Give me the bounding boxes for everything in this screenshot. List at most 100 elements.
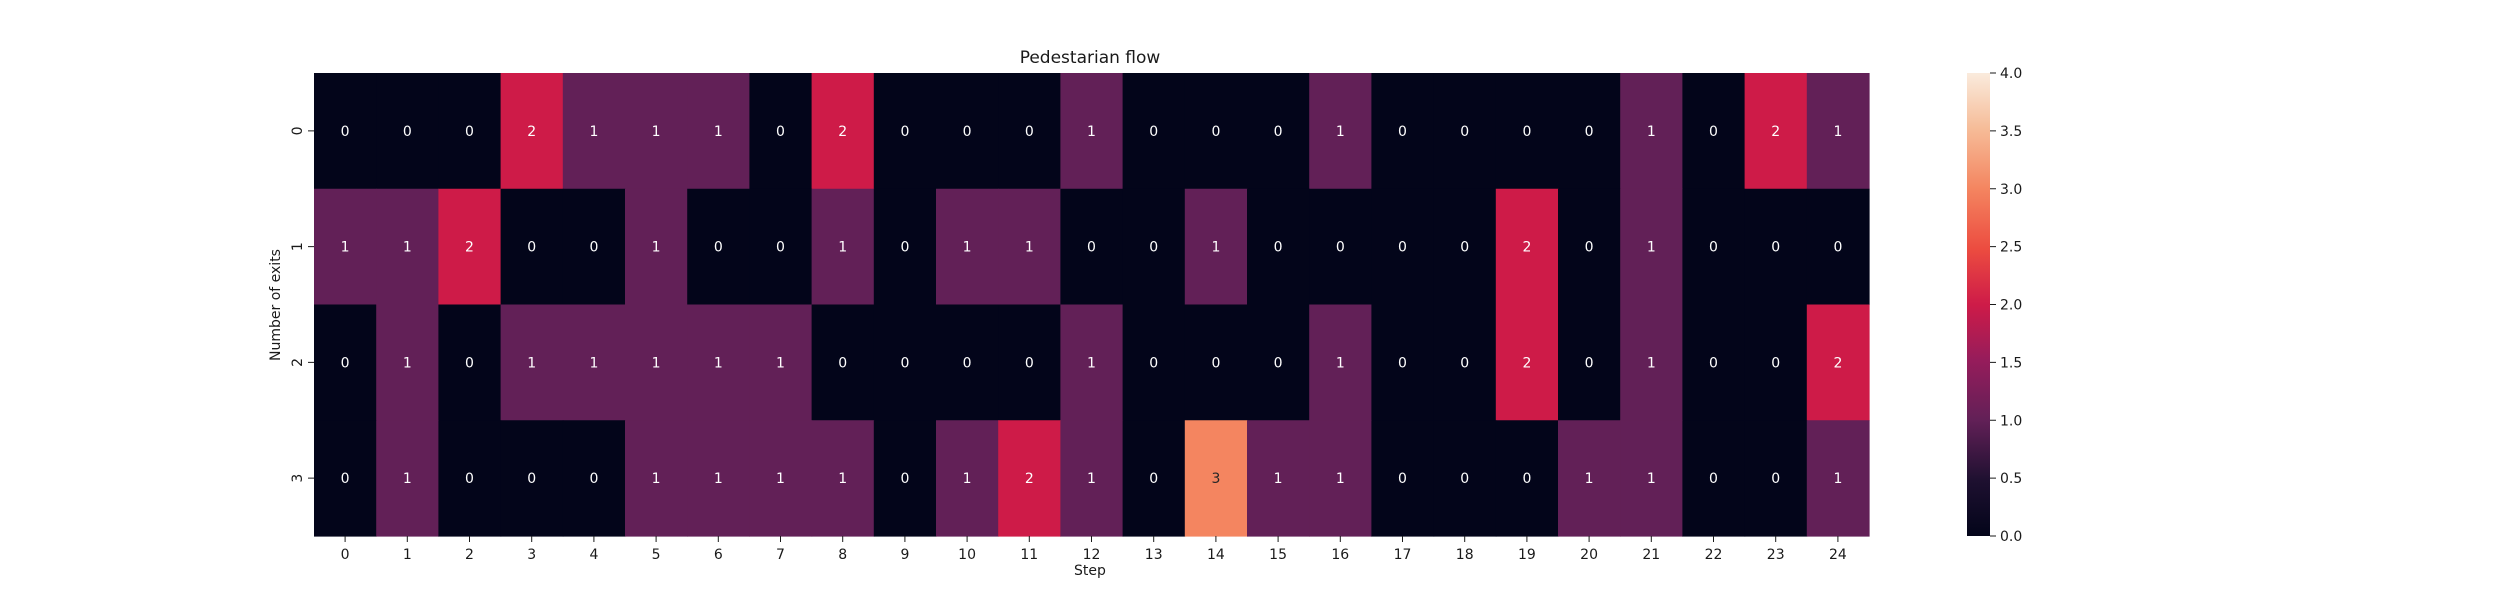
cell-value-label: 0: [1709, 240, 1718, 256]
cell-value-label: 1: [1833, 124, 1842, 140]
cell-value-label: 1: [963, 471, 972, 487]
cell-value-label: 1: [589, 124, 598, 140]
cell-value-label: 0: [1771, 471, 1780, 487]
heatmap-cell: [314, 304, 377, 421]
x-tick-label: 7: [776, 547, 785, 563]
x-tick-label: 16: [1331, 547, 1349, 563]
heatmap-cell: [936, 73, 999, 190]
cell-value-label: 1: [714, 355, 723, 371]
cell-value-label: 1: [1336, 355, 1345, 371]
heatmap-cell: [1620, 304, 1683, 421]
heatmap-cell: [1184, 304, 1248, 421]
heatmap-cell: [1247, 420, 1310, 537]
cell-value-label: 0: [963, 355, 972, 371]
cell-value-label: 0: [527, 471, 536, 487]
x-tick-label: 19: [1518, 547, 1536, 563]
cell-value-label: 1: [652, 240, 661, 256]
x-tick-label: 10: [958, 547, 976, 563]
cell-value-label: 0: [1398, 240, 1407, 256]
heatmap-cell: [1247, 304, 1310, 421]
cell-value-label: 1: [1274, 471, 1283, 487]
heatmap-cell: [1371, 420, 1435, 537]
heatmap-cell: [1558, 304, 1621, 421]
colorbar: 0.0 0.5 1.0 1.5 2.0 2.5 3.0 3.5 4.0: [1967, 66, 2022, 545]
colorbar-tick-label: 2.0: [2000, 298, 2022, 314]
cell-value-label: 1: [1833, 471, 1842, 487]
heatmap-cell: [749, 304, 813, 421]
heatmap-cell: [438, 73, 502, 190]
cell-value-label: 0: [1585, 124, 1594, 140]
heatmap-cell: [1620, 420, 1683, 537]
cell-value-label: 2: [1522, 240, 1531, 256]
heatmap-cell: [1433, 304, 1497, 421]
cell-value-label: 0: [900, 355, 909, 371]
heatmap-cell: [687, 188, 750, 306]
heatmap-cell: [1682, 188, 1746, 306]
cell-value-label: 0: [1149, 355, 1158, 371]
x-tick-label: 3: [527, 547, 536, 563]
cell-value-label: 1: [714, 124, 723, 140]
cell-value-label: 0: [1025, 355, 1034, 371]
heatmap-cell: [1122, 73, 1186, 190]
heatmap-cell: [1122, 188, 1186, 306]
y-axis-label: Number of exits: [268, 249, 284, 361]
cell-value-label: 1: [403, 240, 412, 256]
colorbar-tick-label: 3.0: [2000, 182, 2022, 198]
cell-value-label: 0: [1460, 240, 1469, 256]
cell-value-label: 0: [1149, 471, 1158, 487]
heatmap-cells: [314, 73, 1870, 537]
cell-value-label: 1: [1336, 124, 1345, 140]
y-tick-label: 0: [290, 126, 306, 135]
cell-value-label: 0: [838, 355, 847, 371]
heatmap-cell: [1495, 73, 1559, 190]
cell-value-label: 1: [403, 471, 412, 487]
heatmap-cell: [625, 73, 688, 190]
heatmap-cell: [873, 420, 937, 537]
cell-value-label: 0: [1522, 471, 1531, 487]
x-tick-label: 5: [652, 547, 661, 563]
heatmap-cell: [998, 188, 1061, 306]
cell-value-label: 0: [1771, 240, 1780, 256]
heatmap-cell: [562, 304, 626, 421]
heatmap-cell: [1558, 188, 1621, 306]
heatmap-cell: [500, 188, 564, 306]
cell-value-label: 1: [1087, 355, 1096, 371]
heatmap-cell: [1744, 188, 1808, 306]
heatmap-cell: [1620, 73, 1683, 190]
x-tick-label: 8: [838, 547, 847, 563]
cell-value-label: 2: [1771, 124, 1780, 140]
cell-value-label: 0: [1585, 355, 1594, 371]
cell-value-label: 1: [1647, 124, 1656, 140]
heatmap-cell: [1247, 188, 1310, 306]
cell-value-label: 0: [1211, 355, 1220, 371]
heatmap-cell: [1060, 188, 1124, 306]
cell-value-label: 0: [1585, 240, 1594, 256]
heatmap-cell: [1184, 420, 1248, 537]
cell-value-label: 0: [714, 240, 723, 256]
cell-value-label: 0: [1398, 471, 1407, 487]
cell-value-label: 0: [341, 124, 350, 140]
colorbar-tick-label: 1.5: [2000, 355, 2022, 371]
heatmap-cell: [998, 420, 1061, 537]
heatmap-cell: [625, 420, 688, 537]
heatmap-cell: [936, 420, 999, 537]
cell-value-label: 0: [776, 124, 785, 140]
heatmap-cell: [438, 304, 502, 421]
heatmap-cell: [873, 73, 937, 190]
cell-value-label: 2: [527, 124, 536, 140]
heatmap-cell: [1309, 420, 1372, 537]
cell-value-label: 1: [1585, 471, 1594, 487]
heatmap-cell: [1682, 304, 1746, 421]
heatmap-cell: [500, 304, 564, 421]
colorbar-tick-label: 2.5: [2000, 240, 2022, 256]
heatmap-cell: [749, 188, 813, 306]
cell-value-label: 0: [1149, 124, 1158, 140]
heatmap-cell: [998, 73, 1061, 190]
heatmap-cell: [1495, 188, 1559, 306]
cell-value-label: 0: [1274, 355, 1283, 371]
cell-value-label: 1: [776, 355, 785, 371]
cell-value-label: 1: [1025, 240, 1034, 256]
cell-value-label: 0: [341, 355, 350, 371]
cell-value-label: 0: [1087, 240, 1096, 256]
